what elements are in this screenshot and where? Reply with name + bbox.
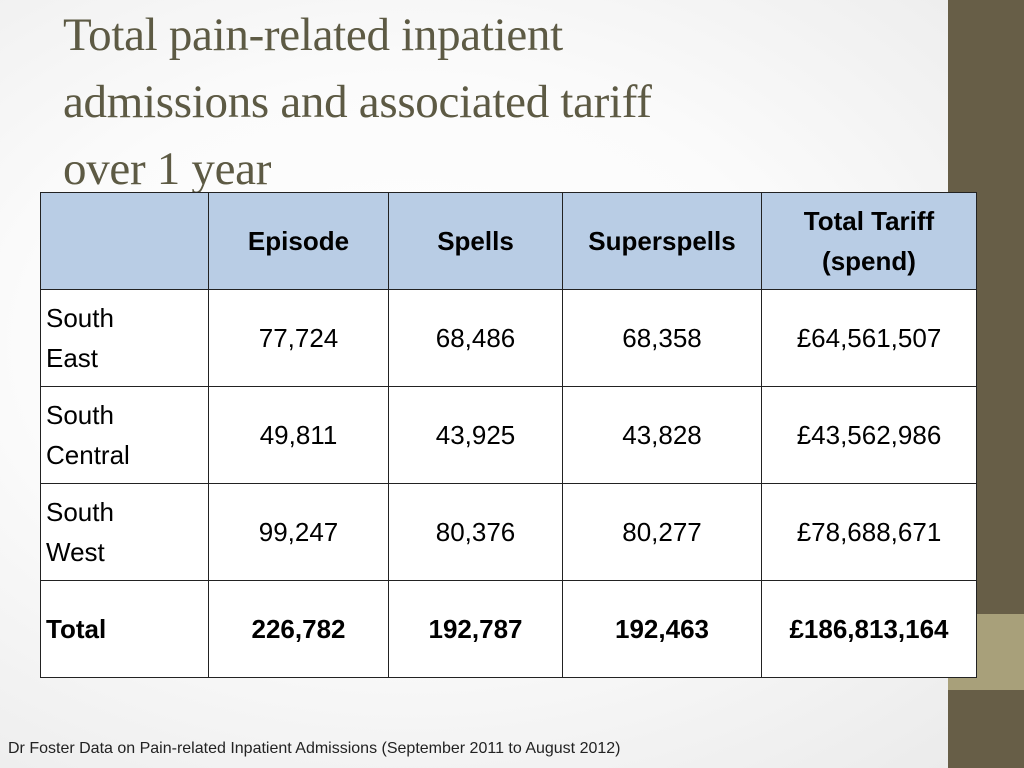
table-row: South East 77,724 68,486 68,358 £64,561,… — [40, 289, 977, 387]
header-cell-region — [40, 192, 209, 290]
spells-cell: 80,376 — [388, 483, 563, 581]
superspells-cell: 68,358 — [562, 289, 762, 387]
header-cell-spells: Spells — [388, 192, 563, 290]
admissions-table: Episode Spells Superspells Total Tariff … — [40, 192, 977, 678]
table-header-row: Episode Spells Superspells Total Tariff … — [40, 192, 977, 290]
region-line: South — [46, 303, 114, 333]
slide-title-line: over 1 year — [63, 143, 272, 195]
spells-cell: 43,925 — [388, 386, 563, 484]
total-label-cell: Total — [40, 580, 209, 678]
tariff-cell: £43,562,986 — [761, 386, 977, 484]
total-episode-cell: 226,782 — [208, 580, 389, 678]
table-row: South Central 49,811 43,925 43,828 £43,5… — [40, 386, 977, 484]
region-line: Central — [46, 440, 130, 470]
total-spells-cell: 192,787 — [388, 580, 563, 678]
episode-cell: 77,724 — [208, 289, 389, 387]
region-cell: South East — [40, 289, 209, 387]
slide-title: Total pain-related inpatient admissions … — [63, 2, 923, 203]
table-row: South West 99,247 80,376 80,277 £78,688,… — [40, 483, 977, 581]
region-cell: South Central — [40, 386, 209, 484]
total-superspells-cell: 192,463 — [562, 580, 762, 678]
header-cell-superspells: Superspells — [562, 192, 762, 290]
total-row: Total 226,782 192,787 192,463 £186,813,1… — [40, 580, 977, 678]
episode-cell: 99,247 — [208, 483, 389, 581]
header-tariff-line: Total Tariff — [803, 206, 935, 236]
spells-cell: 68,486 — [388, 289, 563, 387]
region-line: South — [46, 497, 114, 527]
slide-title-line: Total pain-related inpatient — [63, 9, 563, 61]
region-line: South — [46, 400, 114, 430]
superspells-cell: 80,277 — [562, 483, 762, 581]
region-line: East — [46, 343, 99, 373]
total-tariff-cell: £186,813,164 — [761, 580, 977, 678]
source-note: Dr Foster Data on Pain-related Inpatient… — [8, 740, 621, 757]
region-cell: South West — [40, 483, 209, 581]
header-cell-total-tariff: Total Tariff (spend) — [761, 192, 977, 290]
tariff-cell: £78,688,671 — [761, 483, 977, 581]
header-tariff-line: (spend) — [822, 246, 916, 276]
slide-title-line: admissions and associated tariff — [63, 76, 652, 128]
tariff-cell: £64,561,507 — [761, 289, 977, 387]
superspells-cell: 43,828 — [562, 386, 762, 484]
header-cell-episode: Episode — [208, 192, 389, 290]
episode-cell: 49,811 — [208, 386, 389, 484]
region-line: West — [46, 537, 105, 567]
